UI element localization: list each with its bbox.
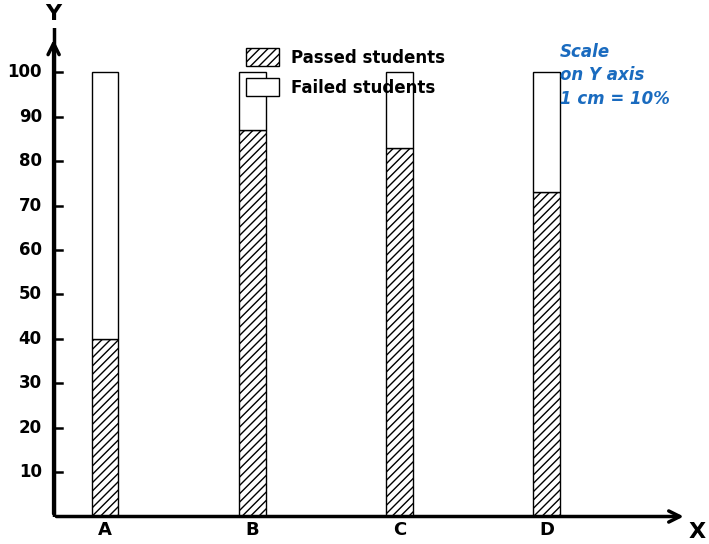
Text: 100: 100 (7, 64, 42, 82)
Bar (533, 192, 560, 516)
Bar (386, 148, 413, 516)
Text: Scale
on Y axis
1 cm = 10%: Scale on Y axis 1 cm = 10% (560, 42, 670, 108)
Text: Y: Y (45, 3, 62, 23)
Text: X: X (688, 522, 705, 542)
Text: 30: 30 (18, 374, 42, 392)
Text: 90: 90 (18, 108, 42, 126)
Text: 50: 50 (19, 286, 42, 304)
Bar (386, 72, 413, 148)
Text: 20: 20 (18, 419, 42, 437)
Text: 60: 60 (19, 241, 42, 259)
Text: 70: 70 (18, 196, 42, 215)
Text: 40: 40 (18, 330, 42, 348)
Bar (92, 72, 118, 339)
Text: 10: 10 (19, 463, 42, 481)
Bar (92, 339, 118, 516)
Bar (239, 130, 266, 516)
Legend: Passed students, Failed students: Passed students, Failed students (240, 41, 452, 103)
Text: 80: 80 (19, 152, 42, 170)
Bar (239, 72, 266, 130)
Bar (533, 72, 560, 192)
